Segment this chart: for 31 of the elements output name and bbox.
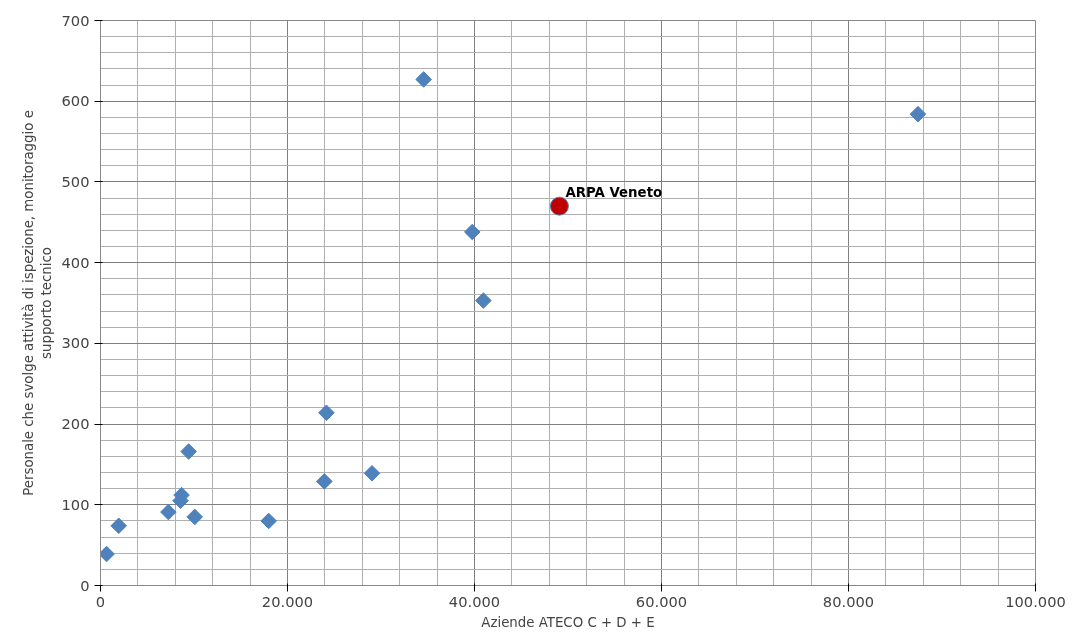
point [316,473,333,490]
point [363,465,381,482]
x-axis-title: Aziende ATECO C + D + E [481,614,655,630]
y-tick-label: 500 [61,172,90,190]
y-tick-label: 100 [61,495,90,513]
series-label: ARPA Veneto [565,185,663,201]
point [549,196,569,216]
y-tick-label: 600 [61,92,90,110]
x-tick-label: 100.000 [1005,592,1066,610]
y-tick-label: 300 [61,334,90,352]
x-tick-label: 60.000 [635,592,688,610]
y-axis-title: Personale che svolge attività di ispezione, monitoraggio e supporto tecnico [20,110,54,496]
x-tick-label: 80.000 [822,592,875,610]
x-tick-label: 20.000 [261,592,314,610]
point [415,71,432,88]
x-tick-label: 40.000 [448,592,501,610]
point [100,545,115,563]
point [160,503,177,521]
point [318,404,335,422]
point [110,517,128,535]
y-tick-label: 200 [61,415,90,433]
point [180,443,197,460]
y-tick-label: 700 [61,11,90,29]
point [186,508,204,526]
point [260,512,277,530]
point [909,105,927,123]
y-tick-label: 400 [61,253,90,271]
x-tick-label: 0 [95,592,106,610]
point [475,292,492,309]
point [463,223,481,241]
y-tick-label: 0 [80,576,90,594]
